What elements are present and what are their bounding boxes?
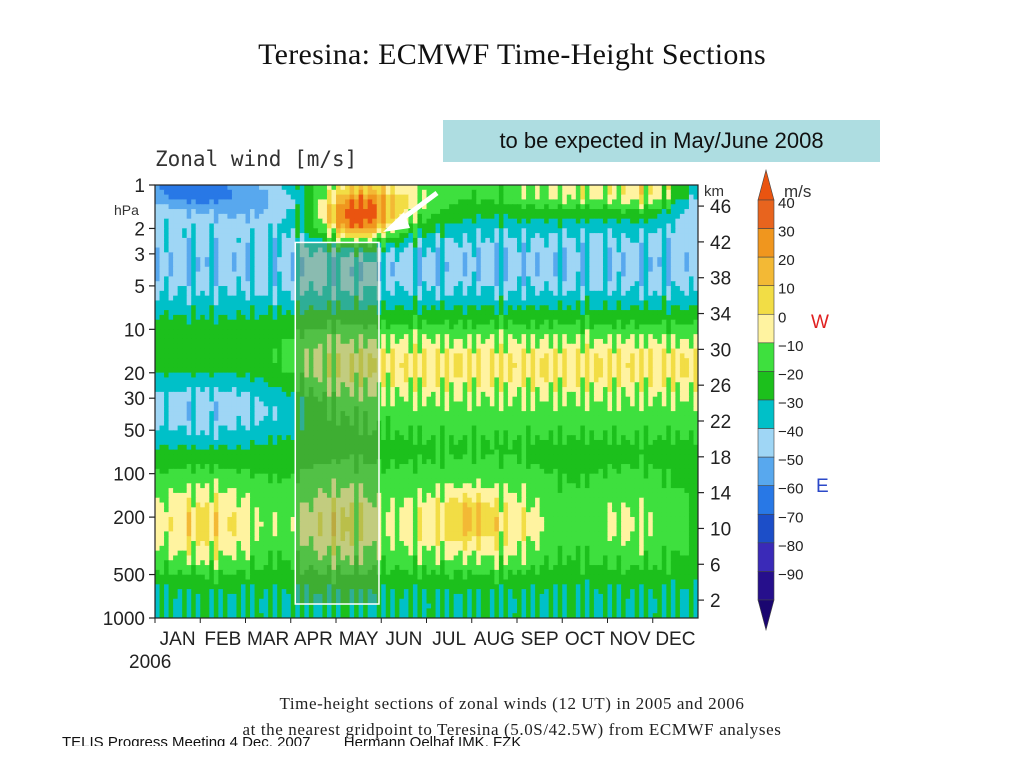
colorbar-swatch <box>757 342 775 372</box>
y2-tick-label: 18 <box>710 448 731 469</box>
colorbar-label: 30 <box>778 224 795 241</box>
colorbar-label: −40 <box>778 424 803 441</box>
arrow-head <box>383 212 410 232</box>
y-tick-label: 500 <box>113 566 145 587</box>
highlight-box <box>294 241 380 605</box>
colorbar-swatch <box>757 399 775 429</box>
colorbar-swatch <box>757 256 775 287</box>
y-tick-label: 1 <box>134 176 145 197</box>
footer-text: TELIS Progress Meeting 4 Dec. 2007 Herma… <box>62 734 522 746</box>
x-tick-label: OCT <box>565 629 606 650</box>
colorbar-bottom-arrow <box>757 599 775 632</box>
caption-line-2: at the nearest gridpoint to Teresina (5.… <box>242 720 782 739</box>
easterly-label: E <box>816 476 829 497</box>
y2-tick-label: 34 <box>710 305 732 326</box>
y-tick-label: 50 <box>124 421 145 442</box>
colorbar-label: −30 <box>778 395 803 412</box>
callout-box: to be expected in May/June 2008 <box>443 120 880 162</box>
x-tick-label: JUL <box>432 629 466 650</box>
colorbar-swatch <box>757 428 775 458</box>
colorbar-swatch <box>757 228 775 258</box>
colorbar-swatch <box>757 285 775 315</box>
colorbar-label: −80 <box>778 538 803 555</box>
y2-tick-label: 38 <box>710 269 731 290</box>
colorbar-label: 40 <box>778 195 795 212</box>
y-tick-label: 30 <box>124 389 145 410</box>
x-tick-label: MAR <box>247 629 289 650</box>
colorbar-swatch <box>757 199 775 229</box>
wind-field <box>155 185 698 618</box>
y2-tick-label: 14 <box>710 484 732 505</box>
colorbar-label: −10 <box>778 338 803 355</box>
y2-tick-label: 6 <box>710 555 721 576</box>
y2-tick-label: 42 <box>710 233 731 254</box>
y2-tick-label: 10 <box>710 519 731 540</box>
y2-tick-label: 46 <box>710 197 731 218</box>
colorbar: 40 30 20 10 0 −10 −20 −30 −40 −50 −60 −70 −80 −90 m/s W… <box>757 168 829 632</box>
colorbar-top-arrow <box>757 168 775 201</box>
colorbar-label: −50 <box>778 452 803 469</box>
y-tick-label: 100 <box>113 465 145 486</box>
colorbar-swatch <box>757 571 775 601</box>
y2-unit-label: km <box>704 183 724 200</box>
colorbar-label: −90 <box>778 566 803 583</box>
y-unit-label: hPa <box>114 202 139 218</box>
colorbar-unit: m/s <box>784 182 811 201</box>
y-tick-label: 2 <box>134 219 145 240</box>
colorbar-label: −20 <box>778 366 803 383</box>
y-tick-label: 200 <box>113 508 145 529</box>
y-tick-label: 1000 <box>103 609 145 630</box>
colorbar-swatch <box>757 313 775 344</box>
caption-line-1: Time-height sections of zonal winds (12 … <box>279 694 745 713</box>
x-tick-label: AUG <box>474 629 515 650</box>
slide-title: Teresina: ECMWF Time-Height Sections <box>258 38 766 71</box>
colorbar-label: 0 <box>778 309 786 326</box>
chart-title: Zonal wind [m/s] <box>155 147 357 171</box>
y2-tick-label: 26 <box>710 376 731 397</box>
colorbar-swatch <box>757 542 775 572</box>
x-tick-label: SEP <box>521 629 559 650</box>
colorbar-swatch <box>757 456 775 487</box>
y-tick-label: 5 <box>134 277 145 298</box>
x-tick-label: JAN <box>160 629 196 650</box>
x-tick-label: NOV <box>610 629 652 650</box>
colorbar-label: 10 <box>778 281 795 298</box>
y-tick-label: 10 <box>124 320 145 341</box>
colorbar-swatch <box>757 513 775 544</box>
colorbar-label: −70 <box>778 509 803 526</box>
x-tick-label: FEB <box>204 629 241 650</box>
x-tick-label: JUN <box>385 629 422 650</box>
x-year-label: 2006 <box>129 652 171 673</box>
x-tick-label: DEC <box>655 629 695 650</box>
y-tick-label: 3 <box>134 245 145 266</box>
x-tick-label: APR <box>294 629 333 650</box>
x-tick-label: MAY <box>339 629 379 650</box>
colorbar-swatch <box>757 485 775 515</box>
y2-tick-label: 2 <box>710 591 721 612</box>
colorbar-label: 20 <box>778 252 795 269</box>
colorbar-swatch <box>757 371 775 401</box>
y2-tick-label: 22 <box>710 412 731 433</box>
westerly-label: W <box>811 312 829 333</box>
y-tick-label: 20 <box>124 364 145 385</box>
y2-tick-label: 30 <box>710 340 731 361</box>
colorbar-label: −60 <box>778 481 803 498</box>
